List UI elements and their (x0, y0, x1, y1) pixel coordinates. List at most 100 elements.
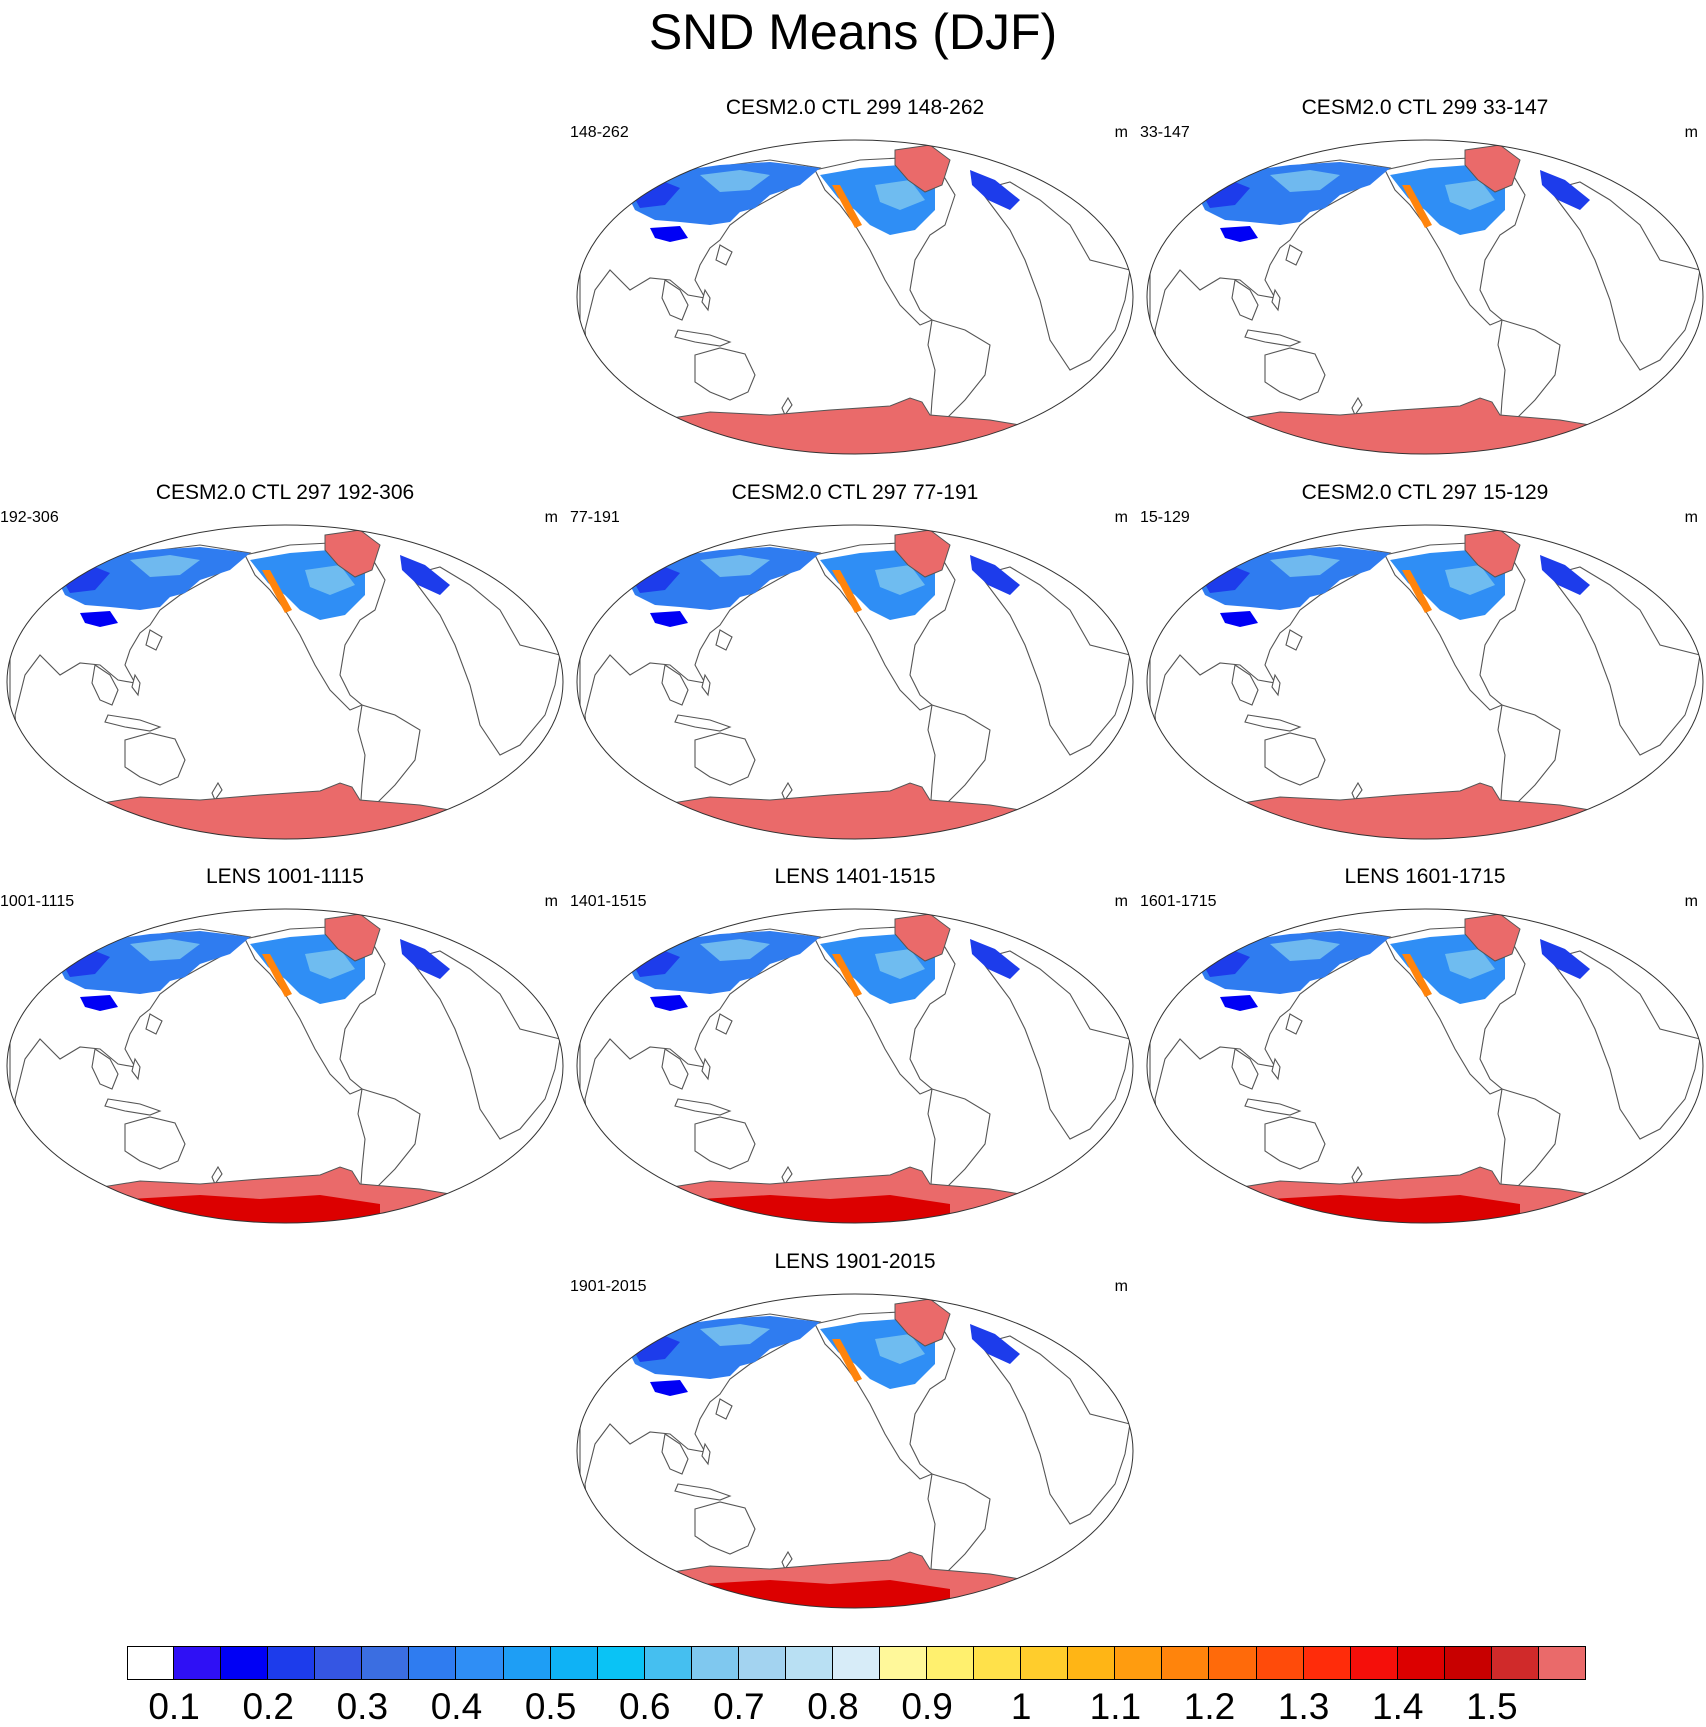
greenland-ice (324, 529, 381, 578)
scandinavia-snow (970, 1324, 1020, 1364)
world-map (576, 524, 1134, 840)
colorbar-tick-label: 1.3 (1277, 1686, 1330, 1727)
panel-title: LENS 1601-1715 (1344, 865, 1506, 888)
world-map (1146, 139, 1704, 455)
colorbar-swatch (1021, 1646, 1069, 1680)
eurasia-light-snow (130, 939, 200, 961)
tibet-snow (650, 226, 688, 242)
antarctica-ice (89, 782, 481, 839)
world-map (576, 908, 1134, 1224)
map-content (579, 529, 1131, 839)
scandinavia-snow (970, 555, 1020, 595)
antarctica-deep-ice (1270, 1195, 1520, 1223)
colorbar-swatch (927, 1646, 975, 1680)
scandinavia-snow (1540, 939, 1590, 979)
colorbar-tick-label: 1 (1010, 1686, 1032, 1727)
panel-title: CESM2.0 CTL 299 148-262 (725, 96, 985, 119)
map-boundary (1146, 524, 1704, 840)
eurasia-light-snow (130, 555, 200, 577)
new-zealand-outline (1351, 781, 1363, 802)
colorbar-swatch (1491, 1646, 1539, 1680)
colorbar-swatch (174, 1646, 222, 1680)
panel-title: LENS 1901-2015 (774, 1250, 936, 1273)
tibet-snow (650, 1380, 688, 1396)
africa-europe-outline (409, 950, 561, 1140)
rockies-deep-snow (832, 1339, 862, 1382)
eurasia-light-snow (700, 939, 770, 961)
australia-outline (694, 1501, 756, 1555)
japan-outline (715, 244, 733, 266)
southeast-asia-outline (91, 664, 119, 706)
eurasia-outline (9, 544, 252, 766)
eurasia-light-snow (700, 1324, 770, 1346)
south-america-outline (1497, 704, 1561, 817)
philippines-outline (1271, 1057, 1281, 1081)
southeast-asia-outline (1231, 664, 1259, 706)
colorbar-swatch (1256, 1646, 1304, 1680)
colorbar-swatch (362, 1646, 410, 1680)
panel-units-label: m (1684, 893, 1698, 910)
map-boundary (6, 908, 564, 1224)
new-zealand-outline (211, 781, 223, 802)
panel-units-label: m (1684, 124, 1698, 141)
africa-europe-outline (409, 566, 561, 756)
map-boundary (576, 908, 1134, 1224)
north-america-light-snow (875, 180, 925, 210)
tibet-snow (80, 611, 118, 627)
southeast-asia-outline (1231, 1048, 1259, 1090)
japan-outline (1285, 244, 1303, 266)
map-content (1149, 913, 1701, 1223)
indonesia-outline (104, 1098, 162, 1116)
rockies-deep-snow (1402, 954, 1432, 997)
map-content (9, 529, 561, 839)
south-america-outline (1497, 1088, 1561, 1201)
australia-outline (124, 732, 186, 786)
eurasia-outline (1149, 544, 1392, 766)
new-zealand-outline (1351, 1165, 1363, 1186)
australia-outline (694, 347, 756, 401)
scandinavia-snow (1540, 555, 1590, 595)
greenland-ice (894, 529, 951, 578)
map-panel: LENS 1001-1115 1001-1115 m (0, 865, 570, 1235)
map-panel: LENS 1601-1715 1601-1715 m (1140, 865, 1706, 1235)
colorbar-tick-label: 1.5 (1466, 1686, 1518, 1727)
colorbar-tick-label: 0.8 (807, 1686, 859, 1727)
map-content (579, 144, 1131, 454)
panel-units-label: m (1114, 509, 1128, 526)
antarctica-ice (1229, 397, 1621, 454)
world-map (1146, 908, 1704, 1224)
colorbar-swatch (268, 1646, 316, 1680)
map-boundary (576, 1293, 1134, 1609)
philippines-outline (131, 673, 141, 697)
panel-title: CESM2.0 CTL 297 192-306 (155, 481, 415, 504)
japan-outline (715, 1398, 733, 1420)
indonesia-outline (674, 1098, 732, 1116)
colorbar-swatch (1115, 1646, 1163, 1680)
philippines-outline (1271, 288, 1281, 312)
panel-units-label: m (544, 509, 558, 526)
colorbar-swatch (315, 1646, 363, 1680)
colorbar-swatch (597, 1646, 645, 1680)
colorbar-tick-label: 1.1 (1089, 1686, 1142, 1727)
map-panel: CESM2.0 CTL 297 77-191 77-191 m (570, 481, 1140, 851)
philippines-outline (701, 288, 711, 312)
japan-outline (715, 629, 733, 651)
map-panel: CESM2.0 CTL 299 148-262 148-262 m (570, 96, 1140, 466)
africa-europe-outline (979, 181, 1131, 371)
indonesia-outline (674, 1483, 732, 1501)
north-america-light-snow (1445, 565, 1495, 595)
eurasia-light-snow (1270, 939, 1340, 961)
scandinavia-snow (400, 939, 450, 979)
tibet-snow (1220, 611, 1258, 627)
indonesia-outline (674, 329, 732, 347)
panel-left-label: 77-191 (570, 509, 620, 526)
scandinavia-snow (970, 939, 1020, 979)
eurasia-snow-field (1198, 162, 1390, 225)
colorbar-tick-label: 0.6 (618, 1686, 671, 1727)
colorbar-swatch (221, 1646, 269, 1680)
colorbar-swatch (738, 1646, 786, 1680)
new-zealand-outline (211, 1165, 223, 1186)
colorbar-tick-label: 0.3 (336, 1686, 389, 1727)
eurasia-outline (579, 928, 822, 1150)
panel-units-label: m (1114, 124, 1128, 141)
